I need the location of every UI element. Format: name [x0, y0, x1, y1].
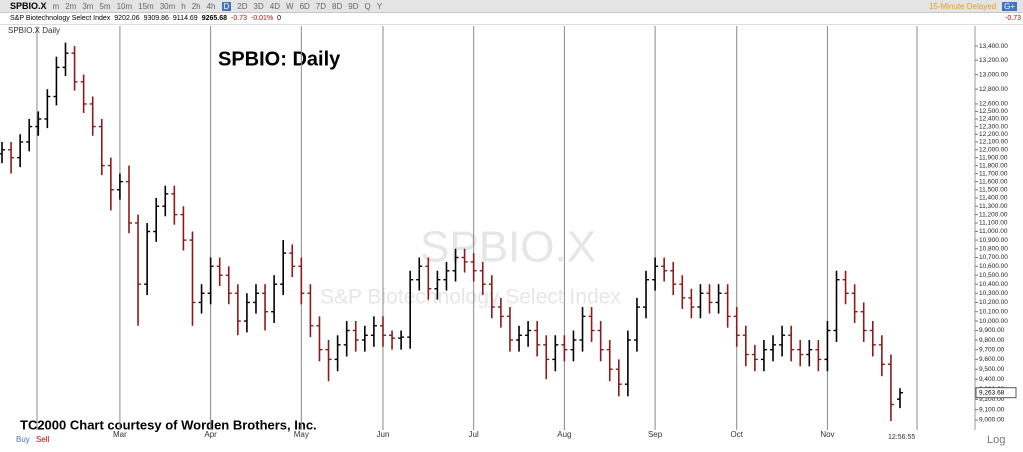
timeframe[interactable]: 4h: [206, 1, 216, 11]
info-bar: S&P Biotechnology Select Index 9202.06 9…: [0, 13, 1023, 25]
y-tick-label: 9,800.00: [979, 337, 1005, 344]
last-price-label: 9,263.68: [979, 389, 1005, 396]
y-tick-label: 11,400.00: [979, 195, 1008, 202]
timeframe[interactable]: 2D: [237, 1, 248, 11]
timeframe[interactable]: 30m: [159, 1, 176, 11]
y-tick-label: 11,200.00: [979, 211, 1008, 218]
timeframe[interactable]: 5m: [99, 1, 111, 11]
y-tick-label: 12,000.00: [979, 146, 1008, 153]
y-tick-label: 12,600.00: [979, 101, 1008, 108]
timeframe[interactable]: 3m: [82, 1, 94, 11]
timeframes: m 2m 3m 5m 10m 15m 30m h 2h 4h D 2D 3D 4D W 6D 7D 8D 9D Q Y: [50, 1, 386, 11]
delay-label: 15-Minute Delayed: [928, 1, 997, 11]
y-tick-label: 11,700.00: [979, 170, 1008, 177]
y-tick-label: 11,900.00: [979, 154, 1008, 161]
volume: 0: [277, 15, 282, 22]
y-tick-label: 11,000.00: [979, 228, 1008, 235]
timeframe[interactable]: 15m: [138, 1, 154, 11]
y-tick-label: 11,300.00: [979, 203, 1008, 210]
y-tick-label: 10,100.00: [979, 308, 1008, 315]
x-tick-label: Oct: [731, 430, 744, 439]
y-tick-label: 12,300.00: [979, 123, 1008, 130]
x-tick-label: Apr: [204, 430, 217, 439]
y-tick-label: 10,200.00: [979, 299, 1008, 306]
share-button[interactable]: G+: [1002, 1, 1017, 11]
symbol[interactable]: SPBIO.X: [10, 1, 47, 11]
timeframe[interactable]: 7D: [315, 1, 327, 11]
clock: 12:56:55: [888, 434, 915, 441]
low: 9114.69: [172, 15, 198, 22]
y-tick-label: 9,200.00: [979, 396, 1005, 403]
legend: SPBIO.X Daily: [8, 26, 60, 35]
x-tick-label: Jun: [377, 430, 390, 439]
right-change: -0.73: [1005, 15, 1021, 22]
timeframe[interactable]: Y: [376, 1, 383, 11]
y-tick-label: 12,200.00: [979, 131, 1008, 138]
y-tick-label: 12,500.00: [979, 108, 1008, 115]
timeframe[interactable]: 3D: [253, 1, 264, 11]
scale-toggle[interactable]: Log: [987, 434, 1005, 446]
high: 9309.86: [143, 15, 169, 22]
y-tick-label: 10,000.00: [979, 318, 1008, 325]
y-tick-label: 9,700.00: [979, 346, 1005, 353]
y-tick-label: 9,600.00: [979, 356, 1005, 363]
x-tick-label: Nov: [820, 430, 834, 439]
x-tick-label: Sep: [648, 430, 663, 439]
y-tick-label: 13,000.00: [979, 71, 1008, 78]
y-tick-label: 10,800.00: [979, 245, 1008, 252]
y-tick-label: 10,400.00: [979, 281, 1008, 288]
y-tick-label: 10,700.00: [979, 254, 1008, 261]
timeframe[interactable]: D: [221, 1, 232, 11]
y-tick-label: 13,200.00: [979, 57, 1008, 64]
timeframe[interactable]: 10m: [116, 1, 133, 11]
watermark-sub: S&P Biotechnology Select Index: [320, 286, 621, 309]
y-tick-label: 9,500.00: [979, 366, 1005, 373]
change-pct: -0.01%: [250, 15, 274, 22]
x-tick-label: May: [294, 430, 309, 439]
timeframe[interactable]: 9D: [348, 1, 359, 11]
y-tick-label: 9,400.00: [979, 376, 1005, 383]
y-tick-label: 11,100.00: [979, 220, 1008, 227]
plot: 9,000.009,100.009,200.009,300.009,400.00…: [0, 26, 1017, 439]
timeframe[interactable]: 6D: [299, 1, 310, 11]
y-tick-label: 10,600.00: [979, 263, 1008, 270]
timeframe[interactable]: Q: [364, 1, 371, 11]
y-tick-label: 13,400.00: [979, 43, 1008, 50]
y-tick-label: 10,500.00: [979, 272, 1008, 279]
change: -0.73: [231, 15, 247, 22]
close: 9265.68: [201, 15, 228, 22]
y-tick-label: 10,900.00: [979, 237, 1008, 244]
y-tick-label: 9,000.00: [979, 417, 1005, 424]
toolbar: SPBIO.X m 2m 3m 5m 10m 15m 30m h 2h 4h D 2D 3D 4D W 6D 7…: [0, 0, 1023, 13]
y-tick-label: 9,100.00: [979, 406, 1005, 413]
buy[interactable]: Buy: [16, 435, 30, 444]
timeframe[interactable]: W: [286, 1, 294, 11]
timeframe[interactable]: 2h: [191, 1, 201, 11]
open: 9202.06: [114, 15, 140, 22]
y-tick-label: 9,900.00: [979, 327, 1005, 334]
footer: TC2000 Chart courtesy of Worden Brothers…: [20, 417, 317, 432]
timeframe[interactable]: 4D: [269, 1, 280, 11]
last-price-box: [975, 387, 1017, 399]
timeframe[interactable]: m: [52, 1, 60, 11]
y-tick-label: 11,600.00: [979, 178, 1008, 185]
timeframe[interactable]: 2m: [65, 1, 77, 11]
y-tick-label: 10,300.00: [979, 290, 1008, 297]
index-name: S&P Biotechnology Select Index: [10, 15, 111, 22]
x-tick-label: Aug: [557, 430, 571, 439]
timeframe[interactable]: h: [181, 1, 186, 11]
y-tick-label: 12,800.00: [979, 86, 1008, 93]
x-tick-label: Jul: [469, 430, 479, 439]
y-tick-label: 11,800.00: [979, 162, 1008, 169]
y-tick-label: 12,400.00: [979, 116, 1008, 123]
chart-title: SPBIO: Daily: [218, 48, 341, 70]
x-tick-label: Mar: [113, 430, 127, 439]
sell[interactable]: Sell: [36, 435, 50, 444]
timeframe[interactable]: 8D: [332, 1, 343, 11]
watermark: SPBIO.X: [420, 223, 596, 272]
y-tick-label: 11,500.00: [979, 186, 1008, 193]
y-tick-label: 12,100.00: [979, 139, 1008, 146]
